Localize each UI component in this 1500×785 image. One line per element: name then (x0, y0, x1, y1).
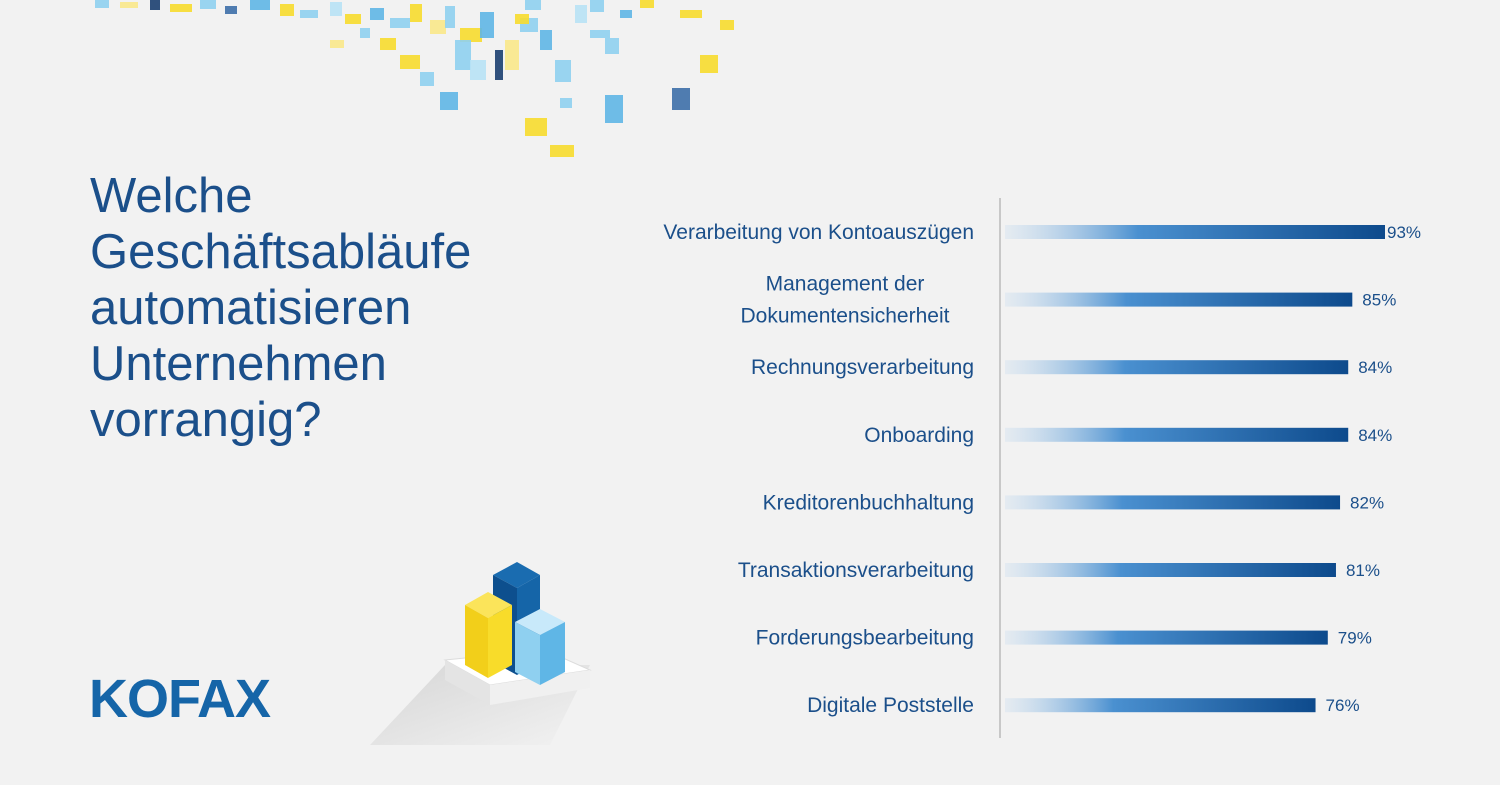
bar-2 (1005, 292, 1353, 307)
value-label-3: 84% (1358, 358, 1392, 377)
value-label-2: 85% (1362, 291, 1396, 310)
value-label-4: 84% (1358, 426, 1392, 445)
bar-1 (1005, 225, 1385, 239)
category-label-5: Kreditorenbuchhaltung (763, 491, 974, 514)
category-label-4: Onboarding (864, 424, 974, 447)
value-label-7: 79% (1338, 629, 1372, 648)
value-label-8: 76% (1326, 696, 1360, 715)
decorative-pixel-pattern (95, 0, 734, 157)
category-label-1: Verarbeitung von Kontoauszügen (663, 221, 974, 244)
value-label-6: 81% (1346, 561, 1380, 580)
bar-8 (1005, 698, 1316, 713)
bar-6 (1005, 563, 1336, 577)
page-title: Welche Geschäftsabläufe automatisieren U… (90, 169, 472, 447)
bar-chart-illustration-icon (370, 562, 592, 745)
value-label-5: 82% (1350, 493, 1384, 512)
bar-4 (1005, 427, 1349, 442)
bar-7 (1005, 630, 1328, 645)
kofax-logo: KOFAX (89, 669, 271, 729)
category-label-7: Forderungsbearbeitung (756, 627, 974, 650)
category-label-8: Digitale Poststelle (807, 694, 974, 717)
value-label-1: 93% (1387, 223, 1421, 242)
category-label-6: Transaktionsverarbeitung (738, 559, 974, 582)
category-label-3: Rechnungsverarbeitung (751, 356, 974, 379)
bar-3 (1005, 360, 1349, 375)
category-label-2: Management der Dokumentensicherheit (741, 273, 950, 328)
bar-5 (1005, 495, 1341, 510)
